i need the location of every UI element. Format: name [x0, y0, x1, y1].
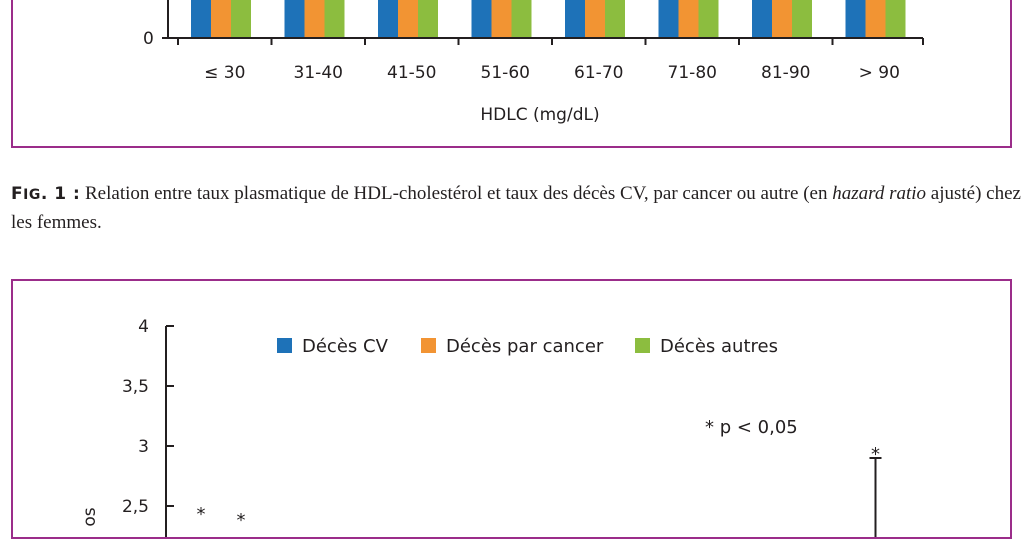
x-tick-label: 81-90 — [761, 63, 810, 83]
legend-swatch — [277, 338, 292, 353]
chart-1: 0 ≤ 30 31-40 41-50 51-60 61-70 71-80 81-90 > 90 H… — [143, 0, 924, 125]
bar-autres — [418, 0, 438, 38]
bar-cv — [752, 0, 772, 38]
caption-italic: hazard ratio — [832, 183, 927, 204]
bar-cv — [658, 0, 679, 38]
caption-text: Relation entre taux plasmatique de HDL-c… — [80, 183, 833, 204]
bar-autres — [792, 0, 812, 38]
bar-cv — [471, 0, 492, 38]
bar-autres — [885, 0, 906, 38]
bar-cancer — [865, 0, 886, 38]
caption-text-end: ajusté) chez les femmes. — [11, 183, 1021, 233]
bar-cancer — [304, 0, 325, 38]
significance-note: * p < 0,05 — [705, 417, 798, 438]
figure-caption: FIG. 1 : Relation entre taux plasmatique… — [11, 180, 1021, 236]
x-tick-label: 41-50 — [387, 63, 436, 83]
bar-cancer — [211, 0, 231, 38]
figure-2-frame: 4 3,5 3 2,5 os Décès CV Décès par cancer Décès … — [11, 279, 1012, 539]
legend-swatch — [421, 338, 436, 353]
figure-1-frame: 0 ≤ 30 31-40 41-50 51-60 61-70 71-80 81-90 > 90 H… — [11, 0, 1012, 148]
x-tick-label: 61-70 — [574, 63, 623, 83]
bar-cancer — [585, 0, 605, 38]
bar-cancer — [398, 0, 418, 38]
legend-label: Décès autres — [660, 336, 778, 357]
bar-autres — [231, 0, 251, 38]
bar-autres — [698, 0, 719, 38]
x-tick-label: 71-80 — [668, 63, 717, 83]
legend-swatch — [635, 338, 650, 353]
y-tick-label: 0 — [143, 29, 154, 49]
bar-cancer — [772, 0, 792, 38]
legend-label: Décès CV — [302, 336, 389, 357]
y-tick-label: 3 — [138, 437, 149, 457]
significance-asterisk: * — [871, 444, 880, 465]
bar-cancer — [678, 0, 699, 38]
x-tick-label: 31-40 — [294, 63, 343, 83]
chart-2: 4 3,5 3 2,5 os Décès CV Décès par cancer Décès … — [80, 317, 882, 537]
significance-asterisk: * — [237, 510, 246, 531]
legend-label: Décès par cancer — [446, 336, 604, 357]
bar-autres — [511, 0, 532, 38]
x-axis-title: HDLC (mg/dL) — [480, 105, 599, 125]
bar-cv — [845, 0, 866, 38]
bar-cv — [191, 0, 211, 38]
y-tick-label: 4 — [138, 317, 149, 337]
figure-label: FIG. 1 : — [11, 184, 81, 204]
bar-cv — [378, 0, 398, 38]
y-tick-label: 2,5 — [122, 497, 149, 517]
significance-asterisk: * — [197, 504, 206, 525]
x-tick-label: 51-60 — [481, 63, 530, 83]
bar-cancer — [491, 0, 512, 38]
y-tick-label: 3,5 — [122, 377, 149, 397]
bar-autres — [605, 0, 625, 38]
x-tick-label: > 90 — [859, 63, 900, 83]
y-axis-title: os — [80, 507, 100, 526]
bar-cv — [565, 0, 585, 38]
bar-cv — [284, 0, 305, 38]
bar-autres — [324, 0, 345, 38]
x-tick-label: ≤ 30 — [204, 63, 245, 83]
